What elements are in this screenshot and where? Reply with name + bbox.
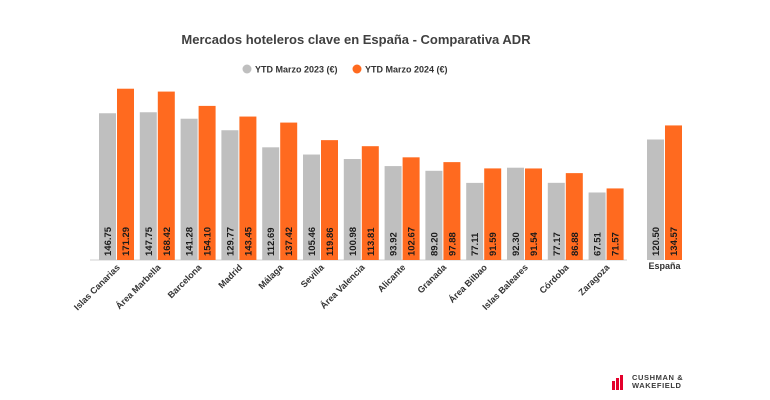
brand-name-line2: WAKEFIELD (632, 381, 682, 390)
value-label-2023-granada: 89.20 (429, 232, 440, 256)
category-label-sevilla: Sevilla (299, 262, 327, 290)
category-label-malaga: Málaga (256, 262, 285, 291)
bar-2024-islas-canarias (117, 88, 134, 261)
value-label-2023-madrid: 129.77 (225, 227, 236, 256)
bar-2023-area-valencia (343, 159, 361, 260)
bar-2024-area-marbella (157, 91, 175, 260)
bar-2024-zaragoza (606, 188, 624, 260)
category-label-area-bilbao: Área Bilbao (447, 262, 490, 305)
category-label-barcelona: Barcelona (166, 262, 205, 301)
bar-2023-area-bilbao (466, 182, 484, 260)
value-label-2024-barcelona: 154.10 (203, 227, 214, 256)
brand-mark-icon (612, 374, 626, 390)
brand-logo: CUSHMAN & WAKEFIELD (612, 374, 683, 390)
value-label-2023-islas-canarias: 146.75 (103, 226, 114, 256)
value-label-2024-area-marbella: 168.42 (162, 227, 173, 256)
bar-2023-malaga (262, 147, 280, 260)
value-label-2023-cordoba: 77.17 (552, 232, 563, 256)
value-label-2024-area-bilbao: 91.59 (488, 232, 499, 256)
value-label-2023-area-bilbao: 77.11 (470, 232, 481, 256)
value-label-2023-islas-baleares: 92.30 (511, 232, 522, 256)
legend: YTD Marzo 2023 (€) YTD Marzo 2024 (€) (242, 64, 448, 75)
bar-2023-area-marbella (139, 112, 157, 260)
category-label-madrid: Madrid (216, 262, 244, 290)
bar-2023-madrid (221, 130, 239, 260)
value-label-2023-espana: 120.50 (651, 227, 662, 256)
bar-2024-area-bilbao (484, 168, 502, 260)
value-label-2024-islas-baleares: 91.54 (529, 232, 540, 256)
bar-2024-alicante (402, 157, 420, 260)
category-label-zaragoza: Zaragoza (577, 262, 613, 298)
bar-2024-cordoba (565, 173, 583, 260)
value-label-2024-espana: 134.57 (669, 227, 680, 256)
value-label-2023-area-marbella: 147.75 (144, 226, 155, 256)
bar-2023-islas-canarias (99, 113, 116, 260)
legend-marker-2023 (242, 64, 252, 74)
bar-2024-espana (665, 125, 682, 261)
value-label-2024-malaga: 137.42 (284, 227, 295, 256)
value-label-2023-alicante: 93.92 (389, 232, 400, 256)
bar-2024-barcelona (198, 105, 216, 261)
value-label-2024-madrid: 143.45 (243, 226, 254, 256)
legend-label-2024: YTD Marzo 2024 (€) (365, 65, 448, 75)
value-label-2024-area-valencia: 113.81 (366, 227, 377, 256)
value-labels-group: 146.75 171.29 147.75 168.42 141.28 154.10 129.… (103, 226, 680, 256)
category-label-granada: Granada (415, 262, 449, 296)
legend-label-2023: YTD Marzo 2023 (€) (255, 65, 338, 75)
value-label-2024-islas-canarias: 171.29 (121, 227, 132, 256)
value-label-2024-granada: 97.88 (447, 232, 458, 256)
category-label-area-valencia: Área Valencia (318, 262, 367, 311)
value-label-2023-sevilla: 105.46 (307, 227, 318, 256)
value-label-2024-zaragoza: 71.57 (611, 232, 622, 256)
category-label-cordoba: Córdoba (537, 262, 571, 296)
bar-2024-islas-baleares (525, 168, 542, 260)
bars-group (99, 88, 682, 261)
bar-2024-sevilla (321, 140, 338, 260)
value-label-2023-zaragoza: 67.51 (593, 232, 604, 256)
category-label-alicante: Alicante (376, 262, 408, 294)
bar-2023-granada (425, 170, 443, 260)
brand-name: CUSHMAN & WAKEFIELD (632, 374, 683, 390)
bar-2024-granada (443, 162, 461, 260)
bar-2023-sevilla (303, 154, 320, 260)
bar-2023-cordoba (547, 182, 565, 260)
value-label-2024-alicante: 102.67 (407, 227, 418, 256)
value-label-2024-cordoba: 86.88 (570, 232, 581, 256)
value-label-2024-sevilla: 119.86 (325, 227, 336, 256)
value-label-2023-area-valencia: 100.98 (348, 227, 359, 256)
bar-2024-area-valencia (361, 146, 379, 260)
category-label-espana: España (648, 261, 681, 271)
value-label-2023-malaga: 112.69 (266, 227, 277, 256)
bar-2023-espana (647, 139, 664, 260)
bar-2023-barcelona (180, 118, 198, 260)
bar-2023-zaragoza (588, 192, 606, 260)
bar-2023-alicante (384, 166, 402, 260)
brand-name-line1: CUSHMAN & (632, 373, 684, 382)
bar-2024-malaga (280, 122, 298, 260)
chart-title: Mercados hoteleros clave en España - Com… (181, 32, 531, 47)
bar-2024-madrid (239, 116, 257, 260)
legend-marker-2024 (352, 64, 362, 74)
bar-2023-islas-baleares (507, 167, 524, 260)
value-label-2023-barcelona: 141.28 (185, 227, 196, 256)
